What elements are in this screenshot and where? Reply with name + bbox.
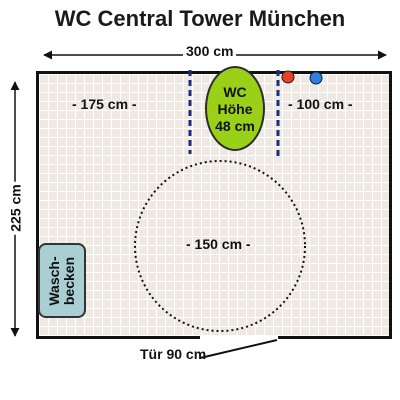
sink-label: Wasch- becken xyxy=(46,255,77,306)
door-gap xyxy=(200,336,278,344)
sink: Wasch- becken xyxy=(38,243,86,318)
left-space-label: - 175 cm - xyxy=(72,96,137,112)
toilet: WC Höhe 48 cm xyxy=(205,66,265,151)
button-blue-dot xyxy=(309,71,323,85)
sink-line1: Wasch- xyxy=(46,255,62,306)
right-space-label: - 100 cm - xyxy=(288,96,353,112)
door-swing-line xyxy=(199,339,278,359)
height-label: 225 cm xyxy=(7,181,24,235)
alarm-red-dot xyxy=(281,70,295,84)
toilet-line1: WC xyxy=(223,84,247,100)
door-label: Tür 90 cm xyxy=(140,346,207,362)
turning-circle-label: - 150 cm - xyxy=(186,236,251,252)
toilet-line2: Höhe xyxy=(217,101,253,117)
width-label: 300 cm xyxy=(183,43,237,59)
plan-title: WC Central Tower München xyxy=(54,6,346,31)
toilet-line3: 48 cm xyxy=(215,118,255,134)
sink-line2: becken xyxy=(61,256,77,305)
turning-circle xyxy=(134,160,306,332)
